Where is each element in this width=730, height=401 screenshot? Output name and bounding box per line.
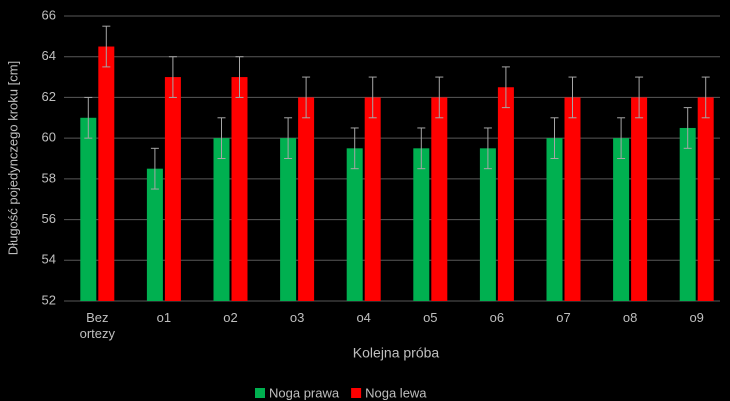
bar xyxy=(164,77,181,301)
error-bar xyxy=(483,127,492,170)
y-tick-label: 56 xyxy=(42,211,56,226)
x-tick-label: o9 xyxy=(689,310,704,325)
error-bar xyxy=(683,107,692,149)
x-tick-label: o3 xyxy=(289,310,305,325)
x-tick-label: o4 xyxy=(356,310,371,325)
x-tick-label-box: o3 xyxy=(289,310,305,325)
error-bar xyxy=(435,76,444,119)
x-tick-label: Bez ortezy xyxy=(79,310,115,341)
x-tick-label: o5 xyxy=(423,310,438,325)
x-tick-label: o1 xyxy=(156,310,172,325)
y-tick-label: 62 xyxy=(42,89,56,104)
bar xyxy=(497,87,514,301)
bar xyxy=(298,97,315,301)
error-bar xyxy=(150,147,159,190)
x-tick-label-box: o1 xyxy=(156,310,172,325)
y-tick-label: 64 xyxy=(42,48,56,63)
error-bar xyxy=(284,117,293,159)
x-tick-label-box: o9 xyxy=(689,310,704,325)
error-bar xyxy=(84,96,93,139)
error-bar xyxy=(617,117,626,159)
error-bar xyxy=(102,25,111,68)
y-tick-label: 54 xyxy=(42,252,56,267)
error-bar xyxy=(368,76,377,119)
error-bar xyxy=(417,127,426,170)
bar xyxy=(679,127,696,301)
bar xyxy=(280,138,297,301)
bar xyxy=(697,97,714,301)
x-tick-label-box: o4 xyxy=(356,310,371,325)
legend-label: Noga lewa xyxy=(365,385,427,400)
x-tick-label-box: Bez ortezy xyxy=(79,310,115,341)
legend-swatch xyxy=(351,388,362,398)
y-tick-label: 52 xyxy=(42,292,56,307)
error-bar xyxy=(501,66,510,109)
bar xyxy=(631,97,648,301)
y-tick-label: 60 xyxy=(42,130,56,145)
bar xyxy=(413,148,430,301)
x-tick-label: o8 xyxy=(622,310,638,325)
error-bar xyxy=(635,76,644,119)
error-bar xyxy=(550,117,559,159)
error-bar xyxy=(168,56,177,98)
bar xyxy=(146,168,163,301)
error-bar xyxy=(235,56,244,98)
bar xyxy=(346,148,363,301)
legend-label: Noga prawa xyxy=(269,385,340,400)
x-tick-label-box: o8 xyxy=(622,310,638,325)
bar xyxy=(98,46,115,302)
legend-swatch xyxy=(255,388,265,398)
x-tick-label-box: o2 xyxy=(223,310,238,325)
x-tick-label: o6 xyxy=(489,310,505,325)
x-tick-label: o2 xyxy=(223,310,238,325)
bar xyxy=(613,138,630,301)
bar xyxy=(231,77,248,301)
bar xyxy=(564,97,581,301)
y-tick-label: 58 xyxy=(42,170,56,185)
x-tick-label-box: o6 xyxy=(489,310,505,325)
error-bar xyxy=(217,117,226,159)
y-axis-title: Długość pojedynczego kroku [cm] xyxy=(5,61,20,255)
bar xyxy=(546,138,563,301)
bar xyxy=(479,148,496,301)
x-tick-label-box: o5 xyxy=(423,310,438,325)
bar xyxy=(364,97,381,301)
error-bar xyxy=(350,127,359,170)
y-tick-label: 66 xyxy=(42,7,56,22)
error-bar xyxy=(701,76,710,119)
x-tick-label: o7 xyxy=(556,310,571,325)
bar xyxy=(213,138,230,301)
bar xyxy=(80,117,97,302)
bar xyxy=(431,97,448,301)
x-tick-label-box: o7 xyxy=(556,310,571,325)
x-axis-title: Kolejna próba xyxy=(353,345,440,361)
error-bar xyxy=(302,76,311,119)
error-bar xyxy=(568,76,577,119)
